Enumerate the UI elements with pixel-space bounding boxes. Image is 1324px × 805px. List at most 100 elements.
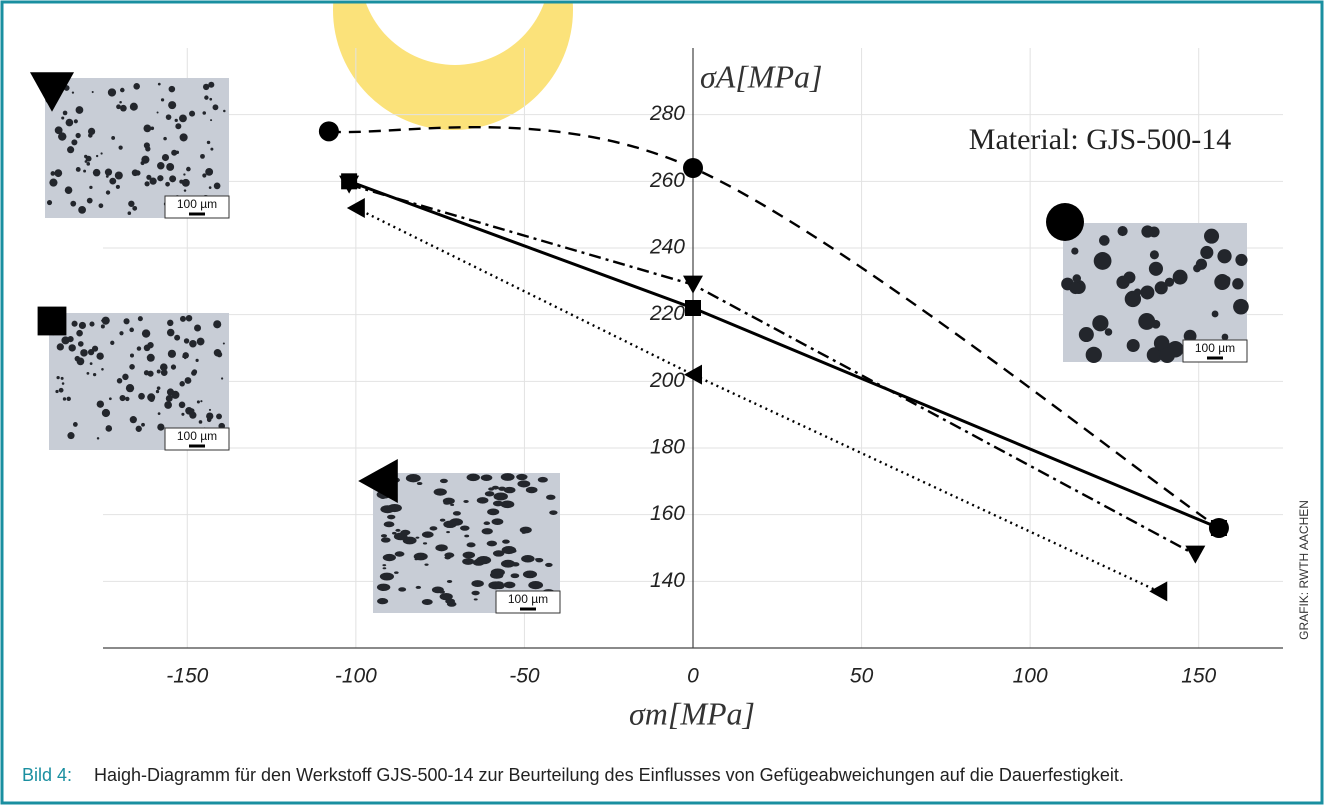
graphite-particle [150, 178, 157, 185]
graphite-particle [440, 479, 448, 483]
decor [333, 0, 573, 130]
graphite-particle [206, 412, 213, 419]
graphite-particle [464, 535, 469, 538]
graphite-particle [477, 497, 489, 503]
scale-label: 100 µm [177, 197, 217, 211]
caption-label: Bild 4: [22, 765, 72, 785]
graphite-particle [169, 175, 176, 182]
graphite-particle [471, 591, 479, 596]
graphite-particle [210, 148, 213, 151]
graphite-particle [1105, 328, 1113, 336]
graphite-particle [63, 111, 68, 116]
graphite-particle [130, 354, 134, 358]
graphite-particle [1150, 250, 1159, 259]
x-tick-label: -100 [335, 665, 377, 688]
graphite-particle [137, 346, 141, 350]
graphite-particle [381, 537, 391, 542]
graphite-particle [62, 382, 65, 385]
graphite-particle [398, 587, 406, 591]
graphite-particle [93, 373, 96, 376]
graphite-particle [214, 183, 221, 190]
graphite-particle [430, 526, 438, 530]
scale-label: 100 µm [508, 592, 548, 606]
data-point [1185, 546, 1205, 564]
graphite-particle [105, 169, 112, 176]
micrograph: 100 µm [30, 72, 229, 218]
graphite-particle [1127, 339, 1140, 352]
graphite-particle [1073, 274, 1081, 282]
graphite-particle [175, 119, 178, 122]
graphite-particle [443, 498, 455, 505]
graphite-particle [440, 519, 446, 522]
graphite-particle [161, 98, 164, 101]
graphite-particle [86, 156, 92, 162]
graphite-particle [147, 393, 155, 401]
graphite-particle [51, 171, 56, 176]
graphite-particle [414, 553, 428, 561]
graphite-particle [1173, 270, 1188, 285]
graphite-particle [209, 98, 212, 101]
graphite-particle [476, 556, 491, 564]
graphite-particle [89, 186, 92, 189]
graphite-particle [475, 476, 479, 478]
graphite-particle [481, 475, 493, 481]
graphite-particle [1235, 254, 1247, 266]
graphite-particle [1204, 229, 1219, 244]
graphite-particle [158, 412, 161, 415]
graphite-particle [109, 397, 112, 400]
graphite-particle [174, 335, 180, 341]
graphite-particle [54, 169, 62, 177]
graphite-particle [125, 397, 129, 401]
graphite-particle [138, 316, 143, 321]
graphite-particle [216, 413, 222, 419]
graphite-particle [157, 162, 165, 170]
graphite-particle [223, 342, 225, 344]
graphite-particle [97, 400, 104, 407]
graphite-particle [63, 397, 66, 400]
graphite-particle [223, 110, 225, 112]
graphite-particle [196, 359, 199, 362]
graphite-particle [207, 141, 210, 144]
graphite-particle [147, 354, 155, 362]
graphite-particle [485, 491, 495, 496]
graphite-particle [83, 170, 86, 173]
graphite-particle [492, 486, 499, 490]
graphite-particle [182, 355, 185, 358]
graphite-particle [108, 88, 116, 96]
graphite-particle [70, 201, 76, 207]
graphite-particle [1222, 334, 1229, 341]
graphite-particle [189, 340, 197, 348]
graphite-particle [96, 155, 98, 157]
graphite-particle [463, 500, 468, 503]
graphite-particle [168, 101, 176, 109]
graphite-particle [122, 374, 128, 380]
graphite-particle [183, 173, 185, 175]
graphite-particle [1232, 278, 1243, 289]
y-tick-label: 140 [650, 569, 685, 592]
graphite-particle [163, 137, 167, 141]
graphite-particle [549, 510, 557, 515]
graphite-particle [119, 145, 123, 149]
graphite-particle [1134, 289, 1141, 296]
graphite-particle [482, 528, 493, 534]
graphite-particle [67, 432, 74, 439]
graphite-particle [1217, 249, 1231, 263]
graphite-particle [186, 315, 193, 322]
micrograph: 100 µm [1046, 203, 1249, 363]
graphite-particle [535, 558, 543, 562]
graphite-particle [144, 125, 152, 133]
graphite-particle [133, 83, 140, 90]
graphite-particle [97, 437, 99, 439]
graphite-particle [1149, 226, 1160, 237]
graphite-particle [116, 104, 121, 109]
graphite-particle [387, 504, 402, 512]
graphite-particle [447, 580, 452, 583]
graphite-particle [1071, 247, 1078, 254]
graphite-particle [109, 178, 116, 185]
graphite-particle [217, 352, 223, 358]
graphite-particle [462, 558, 474, 565]
graphite-particle [1200, 246, 1213, 259]
micrograph: 100 µm [38, 307, 229, 450]
graphite-particle [526, 487, 538, 493]
graphite-particle [167, 388, 174, 395]
